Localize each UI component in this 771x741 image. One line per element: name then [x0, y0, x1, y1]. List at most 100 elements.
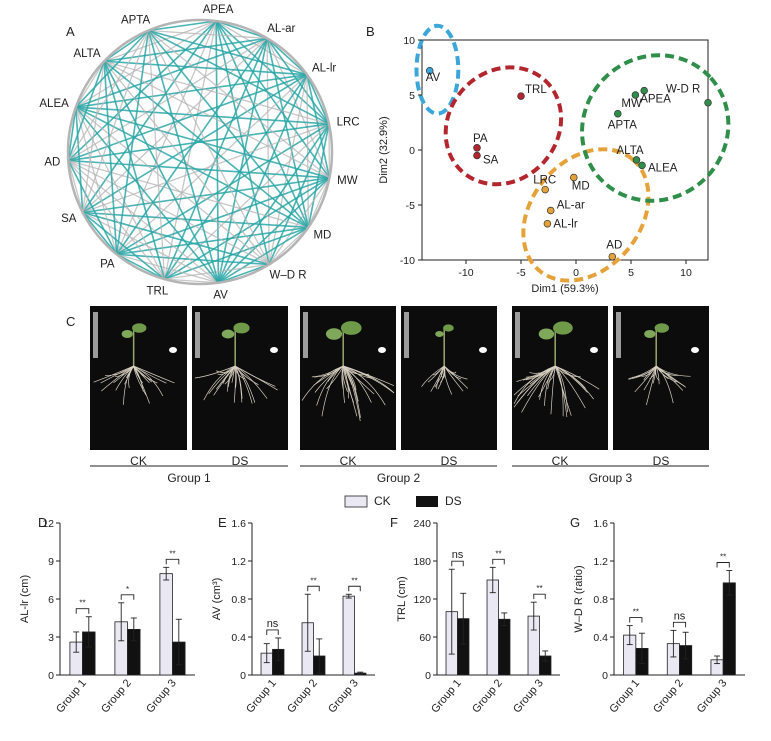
network-edge	[215, 20, 220, 283]
network-node-label: APTA	[121, 14, 151, 26]
significance-bracket	[307, 585, 320, 592]
significance-label: ns	[674, 610, 686, 622]
pca-point	[631, 91, 640, 99]
network-edge	[75, 107, 84, 213]
plant-root	[655, 365, 679, 376]
network-edge	[266, 38, 270, 265]
network-edge	[307, 177, 331, 228]
network-node-label: LRC	[337, 116, 360, 128]
plant-root	[313, 365, 344, 386]
marker-dot	[378, 347, 386, 353]
network-edge	[116, 74, 308, 255]
plant-root	[231, 365, 236, 383]
plant-leaf	[538, 328, 555, 340]
plant-root	[554, 365, 568, 413]
pca-point-label: SA	[483, 155, 499, 167]
pca-x-tick-label: 5	[628, 267, 634, 279]
plant-root	[194, 365, 236, 379]
plant-root	[443, 365, 462, 380]
network-node-label: AL-ar	[267, 23, 295, 35]
pca-point-label: APTA	[608, 120, 638, 132]
pca-point	[614, 109, 622, 118]
y-tick-label: 12	[42, 518, 54, 530]
plant-root	[133, 365, 147, 396]
plant-root	[646, 365, 657, 406]
pca-point	[570, 173, 578, 182]
category-label: Group 2	[651, 677, 686, 715]
group-label-2: Group 3	[589, 471, 633, 485]
plant-photo	[512, 306, 608, 450]
network-edge	[103, 61, 166, 280]
plant-root	[343, 365, 395, 387]
significance-bracket	[533, 593, 546, 600]
network-edge	[75, 106, 330, 179]
bar-ds	[498, 618, 511, 676]
legend-swatch-ds	[416, 496, 438, 507]
network-edge	[82, 211, 166, 280]
network-edge	[67, 107, 77, 161]
network-node-label: AD	[44, 156, 60, 168]
network-edge	[82, 30, 150, 213]
network-edge	[67, 159, 270, 266]
network-edge	[306, 74, 331, 179]
category-label: Group 1	[607, 677, 642, 715]
plant-root	[235, 365, 278, 391]
network-node-label: MW	[337, 175, 358, 187]
y-tick-label: 0	[425, 670, 431, 682]
plant-leaf	[443, 324, 454, 332]
ruler	[93, 312, 98, 358]
plant-root	[517, 365, 556, 397]
plant-root	[133, 365, 158, 384]
plant-root	[555, 365, 600, 390]
network-edge	[164, 226, 309, 280]
bar-ds	[722, 582, 736, 676]
plant-root	[115, 365, 134, 377]
y-tick-label: 0	[48, 670, 54, 682]
plant-root	[432, 365, 445, 376]
significance-bracket	[165, 558, 180, 565]
network-edge	[217, 177, 330, 284]
y-tick-label: 240	[413, 518, 431, 530]
network-edge	[68, 123, 330, 162]
plant-root	[442, 365, 446, 380]
significance-label: **	[536, 584, 542, 593]
panel-label-g: G	[570, 515, 580, 530]
plant-leaf	[325, 328, 343, 340]
plant-root	[342, 365, 348, 393]
network-edge	[164, 177, 330, 280]
plant-root	[343, 365, 372, 379]
network-edge	[148, 29, 308, 76]
ruler	[195, 312, 200, 358]
category-label: Group 2	[285, 677, 320, 715]
significance-label: ns	[452, 549, 464, 561]
significance-label: *	[126, 585, 129, 594]
y-tick-label: 1.6	[231, 518, 246, 530]
significance-bracket	[672, 621, 687, 628]
network-edges	[66, 18, 334, 286]
plant-root	[434, 365, 445, 388]
plant-root	[301, 365, 344, 401]
network-edge	[268, 123, 330, 265]
significance-label: **	[351, 576, 357, 585]
pca-point	[608, 252, 617, 261]
network-edge	[163, 38, 268, 280]
category-label: Group 3	[326, 677, 361, 715]
significance-bracket	[629, 617, 643, 623]
plant-root	[554, 365, 586, 409]
y-axis-label: AL-lr (cm)	[19, 575, 31, 623]
network-edge	[82, 123, 330, 214]
category-label: Group 1	[244, 677, 279, 715]
significance-label: **	[79, 599, 85, 608]
y-tick-label: 9	[48, 556, 54, 568]
plant-root	[215, 365, 236, 390]
significance-bracket	[348, 585, 361, 592]
significance-bracket	[451, 560, 464, 567]
network-edge	[147, 30, 166, 280]
network-edge	[103, 29, 149, 62]
pca-cluster-ellipse-blue	[414, 23, 461, 116]
plant-leaf	[121, 330, 133, 338]
network-edge	[217, 226, 309, 284]
pca-point-label: AV	[426, 72, 441, 84]
pca-point-label: APEA	[640, 94, 671, 106]
